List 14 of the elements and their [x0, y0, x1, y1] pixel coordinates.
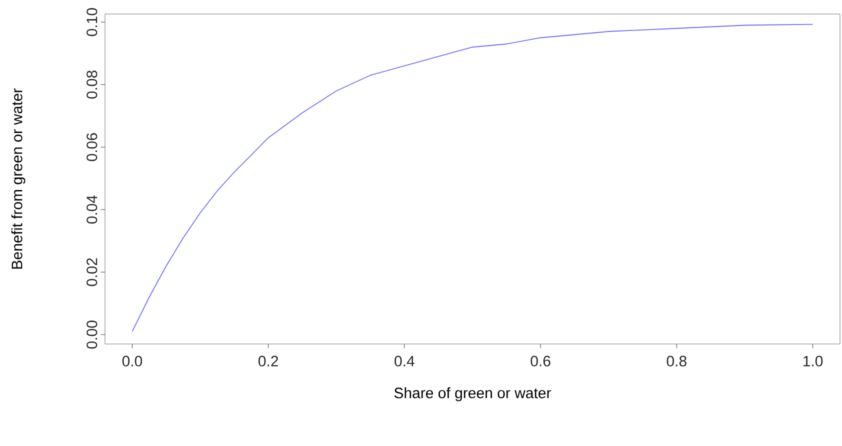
y-tick-label: 0.08 [86, 70, 98, 99]
x-tick-label: 0.8 [666, 356, 686, 366]
x-axis-title: Share of green or water [394, 387, 552, 402]
x-tick-label: 1.0 [804, 356, 823, 366]
y-tick-label: 0.00 [86, 320, 98, 349]
x-tick-label: 0.6 [530, 356, 550, 366]
x-tick-label: 0.2 [258, 356, 278, 366]
y-axis-title: Benefit from green or water [11, 88, 26, 269]
x-tick-label: 0.0 [122, 356, 142, 366]
y-tick-label: 0.02 [86, 258, 98, 286]
y-tick-label: 0.04 [86, 195, 98, 224]
x-tick-label: 0.4 [394, 356, 414, 366]
y-tick-label: 0.10 [86, 8, 98, 36]
y-tick-label: 0.06 [86, 133, 98, 162]
